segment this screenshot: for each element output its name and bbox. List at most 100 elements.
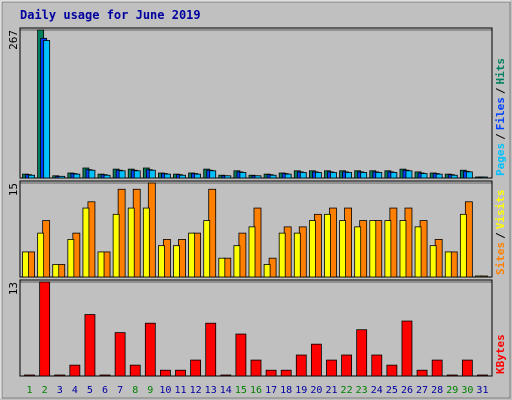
bar	[280, 369, 292, 377]
bar	[401, 320, 413, 377]
legend: KBytes	[494, 334, 507, 374]
bar	[435, 173, 443, 179]
x-tick-label: 29	[446, 385, 458, 396]
bar	[144, 322, 156, 377]
bar	[405, 170, 413, 179]
x-tick-label: 3	[57, 385, 63, 396]
x-tick-label: 12	[190, 385, 202, 396]
bar	[52, 264, 60, 278]
bar	[248, 226, 256, 278]
bar	[375, 172, 383, 179]
bar	[114, 332, 126, 377]
bar	[444, 251, 452, 278]
bar	[477, 374, 488, 377]
bar	[416, 369, 428, 377]
bar	[239, 172, 247, 179]
bar	[420, 173, 428, 179]
x-tick-label: 15	[235, 385, 247, 396]
x-tick-label: 6	[102, 385, 108, 396]
bar	[203, 220, 211, 278]
bar	[220, 374, 232, 377]
x-tick-label: 5	[87, 385, 93, 396]
y-tick-label: 267	[7, 30, 20, 50]
plot-area	[19, 27, 493, 179]
bar	[190, 359, 202, 377]
legend-entry: KBytes	[494, 334, 507, 374]
bar	[360, 172, 368, 179]
x-tick-label: 28	[431, 385, 443, 396]
bar	[461, 359, 473, 377]
bar	[399, 220, 407, 278]
x-tick-label: 7	[117, 385, 123, 396]
bar	[354, 226, 362, 278]
bar	[269, 174, 277, 179]
x-tick-label: 9	[147, 385, 153, 396]
y-tick-label: 13	[7, 282, 20, 295]
bar	[284, 173, 292, 179]
bar	[429, 245, 437, 278]
x-tick-label: 31	[476, 385, 488, 396]
bar	[160, 369, 171, 377]
legend-separator: /	[494, 232, 507, 239]
bar	[127, 207, 135, 278]
legend-entry: Visits	[494, 190, 507, 230]
bar	[129, 364, 141, 377]
bar	[84, 314, 96, 377]
legend-entry: Pages	[494, 143, 507, 176]
x-tick-label: 25	[386, 385, 398, 396]
x-tick-label: 30	[461, 385, 473, 396]
bar	[97, 251, 105, 278]
bar	[194, 173, 202, 179]
x-tick-label: 26	[401, 385, 413, 396]
bar	[384, 220, 392, 278]
bar	[465, 171, 473, 179]
bar	[314, 172, 322, 179]
bar	[369, 220, 377, 278]
y-tick-label: 15	[7, 183, 20, 196]
bar	[356, 329, 368, 377]
bar	[173, 245, 180, 278]
bar	[218, 257, 226, 278]
bar	[254, 175, 262, 179]
bar	[459, 213, 467, 278]
bar	[209, 170, 217, 179]
x-tick-label: 23	[356, 385, 368, 396]
bar	[175, 369, 186, 377]
x-tick-label: 18	[280, 385, 292, 396]
bar	[28, 174, 35, 179]
bar	[345, 172, 352, 179]
x-tick-label: 2	[42, 385, 48, 396]
bar	[475, 275, 482, 278]
bar	[22, 251, 29, 278]
bar	[112, 213, 120, 278]
bar	[142, 207, 150, 278]
bar	[54, 374, 66, 377]
x-tick-label: 1	[27, 385, 33, 396]
bar	[481, 176, 488, 179]
bar	[179, 174, 186, 179]
bar	[326, 359, 337, 377]
x-tick-label: 8	[132, 385, 138, 396]
x-tick-label: 14	[220, 385, 232, 396]
bar	[450, 174, 458, 179]
legend: Sites / Visits	[494, 190, 507, 276]
bar	[330, 172, 337, 179]
legend: Pages / Files / Hits	[494, 58, 507, 176]
bar	[39, 281, 51, 377]
bar	[339, 220, 346, 278]
bar	[58, 175, 66, 179]
x-tick-label: 19	[295, 385, 307, 396]
legend-entry: Sites	[494, 242, 507, 275]
legend-entry: Hits	[494, 58, 507, 85]
bar	[233, 245, 241, 278]
chart-title: Daily usage for June 2019	[20, 8, 201, 22]
bar	[431, 359, 443, 377]
x-tick-label: 27	[416, 385, 428, 396]
bar	[88, 169, 96, 179]
bar	[133, 170, 141, 179]
x-tick-label: 17	[265, 385, 277, 396]
bar	[118, 170, 126, 179]
bar	[103, 174, 111, 179]
x-tick-label: 16	[250, 385, 262, 396]
